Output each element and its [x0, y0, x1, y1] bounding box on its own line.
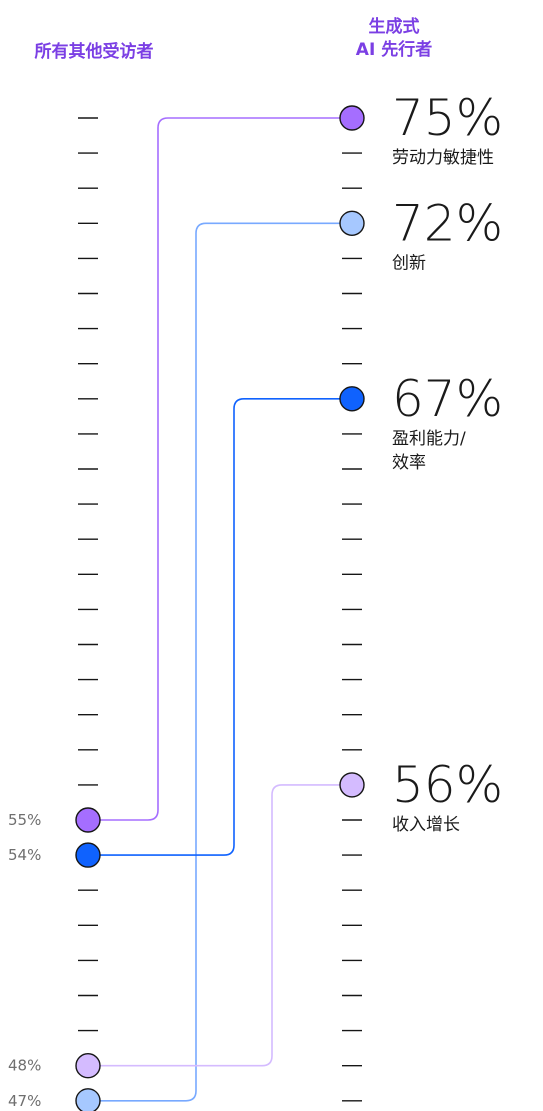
right-value-label: 75% [392, 89, 503, 147]
left-value-label: 47% [8, 1092, 41, 1110]
left-value-label: 54% [8, 846, 41, 864]
right-column-header-line2: AI 先行者 [356, 39, 432, 60]
left-point [75, 807, 101, 833]
right-point [339, 105, 365, 131]
left-value-label: 55% [8, 811, 41, 829]
metric-label: 盈利能力/ [392, 429, 466, 449]
right-value-label: 67% [392, 370, 503, 428]
connector-line [100, 398, 340, 856]
right-column-header-line1: 生成式 [369, 16, 420, 37]
left-point [75, 1088, 101, 1111]
left-point [75, 1052, 101, 1079]
connector-line [100, 222, 340, 1102]
right-point [339, 772, 365, 798]
metric-label: 劳动力敏捷性 [392, 148, 494, 168]
right-point [339, 386, 365, 412]
metric-label: 效率 [392, 453, 426, 473]
tick-marks [78, 117, 362, 1102]
data-labels: 55% 75%劳动力敏捷性 47% 72%创新 54% 67%盈利能力/效率 48% 56%收… [8, 89, 503, 1110]
left-point [75, 842, 101, 868]
connector-lines [100, 117, 340, 1102]
connector-line [100, 784, 340, 1067]
connector-line [100, 117, 340, 821]
right-value-label: 72% [392, 194, 503, 252]
data-points [75, 105, 365, 1111]
right-value-label: 56% [392, 756, 503, 814]
left-value-label: 48% [8, 1057, 41, 1075]
right-point [339, 210, 365, 237]
left-column-header: 所有其他受访者 [35, 41, 154, 62]
metric-label: 收入增长 [392, 815, 460, 835]
metric-label: 创新 [392, 253, 426, 273]
